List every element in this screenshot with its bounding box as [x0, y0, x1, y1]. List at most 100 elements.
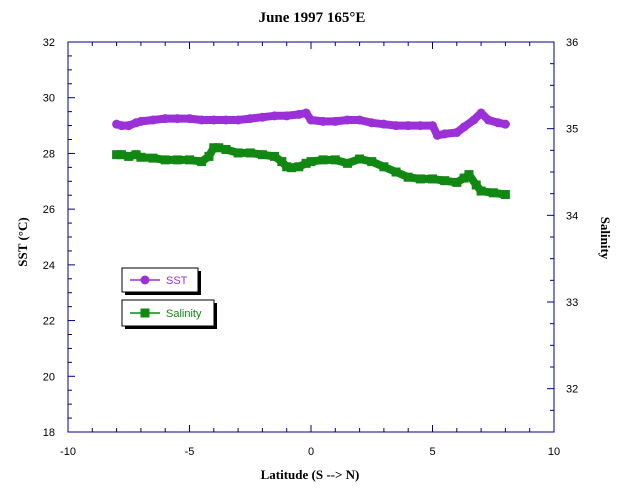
y2-tick-label: 34 — [566, 210, 578, 222]
data-point — [245, 148, 255, 158]
y2-tick-label: 33 — [566, 297, 578, 309]
data-point — [270, 151, 280, 161]
data-point — [379, 119, 389, 129]
data-point — [500, 190, 510, 200]
x-tick-label: 5 — [429, 446, 435, 458]
data-point — [124, 151, 134, 161]
data-point — [428, 174, 437, 184]
data-point — [214, 143, 224, 153]
data-point — [160, 155, 170, 165]
data-point — [233, 115, 243, 125]
data-point — [452, 128, 462, 138]
data-point — [172, 155, 182, 165]
data-point — [257, 150, 267, 160]
x-axis-title: Latitude (S --> N) — [261, 467, 360, 482]
data-point — [209, 115, 219, 125]
data-point — [245, 114, 255, 124]
y-tick-label: 26 — [43, 204, 55, 216]
data-point — [391, 121, 401, 131]
data-point — [131, 150, 141, 160]
y-tick-label: 18 — [43, 427, 55, 439]
legend-item-sst: SST — [121, 267, 201, 295]
data-point — [500, 119, 510, 129]
data-point — [440, 129, 450, 139]
data-point — [330, 155, 340, 165]
data-point — [318, 116, 328, 126]
data-point — [379, 162, 389, 172]
data-point — [233, 148, 243, 158]
series-line-salinity — [112, 143, 510, 199]
y-tick-label: 24 — [43, 260, 55, 272]
data-point — [294, 162, 304, 172]
chart-title: June 1997 165°E — [259, 10, 366, 26]
data-point — [452, 177, 462, 187]
data-point — [476, 186, 486, 196]
data-point — [342, 115, 352, 125]
data-point — [204, 151, 214, 161]
data-point — [415, 174, 425, 184]
x-tick-label: -10 — [60, 446, 76, 458]
data-point — [148, 115, 158, 125]
data-point — [355, 154, 365, 164]
data-point — [471, 180, 481, 190]
y-tick-label: 30 — [43, 93, 55, 105]
data-point — [476, 108, 486, 118]
data-point — [136, 152, 146, 162]
x-tick-label: -5 — [185, 446, 195, 458]
data-point — [469, 115, 479, 125]
data-point — [330, 116, 340, 126]
legend-label: SST — [166, 275, 188, 287]
data-point — [483, 115, 493, 125]
data-point — [367, 157, 377, 167]
data-point — [197, 157, 207, 167]
legend-label: Salinity — [166, 308, 202, 320]
y-tick-label: 22 — [43, 316, 55, 328]
data-point — [221, 115, 231, 125]
plot-frame — [67, 41, 555, 433]
y-tick-label: 28 — [43, 148, 55, 160]
data-point — [124, 121, 134, 131]
data-point — [432, 130, 442, 140]
data-point — [112, 150, 122, 160]
data-point — [488, 188, 498, 198]
data-point — [221, 144, 231, 154]
series-layer — [112, 108, 510, 200]
y2-axis-title: Salinity — [598, 217, 613, 260]
data-point — [116, 121, 126, 131]
data-point — [306, 115, 316, 125]
legend: SST Salinity — [121, 267, 217, 329]
data-point — [493, 118, 503, 128]
data-point — [209, 143, 219, 153]
data-point — [318, 155, 328, 165]
data-point — [116, 150, 126, 160]
data-point — [148, 153, 158, 163]
data-point — [403, 172, 413, 182]
series-sst — [112, 108, 510, 140]
data-point — [160, 114, 170, 124]
x-tick-label: 10 — [548, 446, 560, 458]
data-point — [294, 109, 304, 119]
legend-marker-square — [140, 308, 150, 318]
data-point — [270, 111, 280, 121]
y-tick-label: 32 — [43, 37, 55, 49]
y2-tick-label: 32 — [566, 384, 578, 396]
data-point — [282, 162, 292, 172]
data-point — [459, 173, 469, 183]
data-point — [391, 167, 401, 177]
legend-item-salinity: Salinity — [121, 299, 217, 329]
data-point — [277, 157, 287, 167]
data-point — [342, 158, 352, 168]
data-point — [355, 115, 365, 125]
data-point — [306, 157, 316, 167]
data-point — [197, 115, 207, 125]
y-tick-label: 20 — [43, 371, 55, 383]
y2-tick-label: 35 — [566, 124, 578, 136]
data-point — [403, 121, 413, 131]
axis-ticks: -10 -5 0 5 10 18 20 22 24 26 28 30 32 32 33 34 35 36 — [43, 37, 579, 458]
data-point — [287, 163, 297, 173]
series-salinity — [112, 143, 510, 200]
data-point — [136, 116, 146, 126]
y2-tick-label: 36 — [566, 37, 578, 49]
legend-marker-circle — [140, 275, 150, 285]
